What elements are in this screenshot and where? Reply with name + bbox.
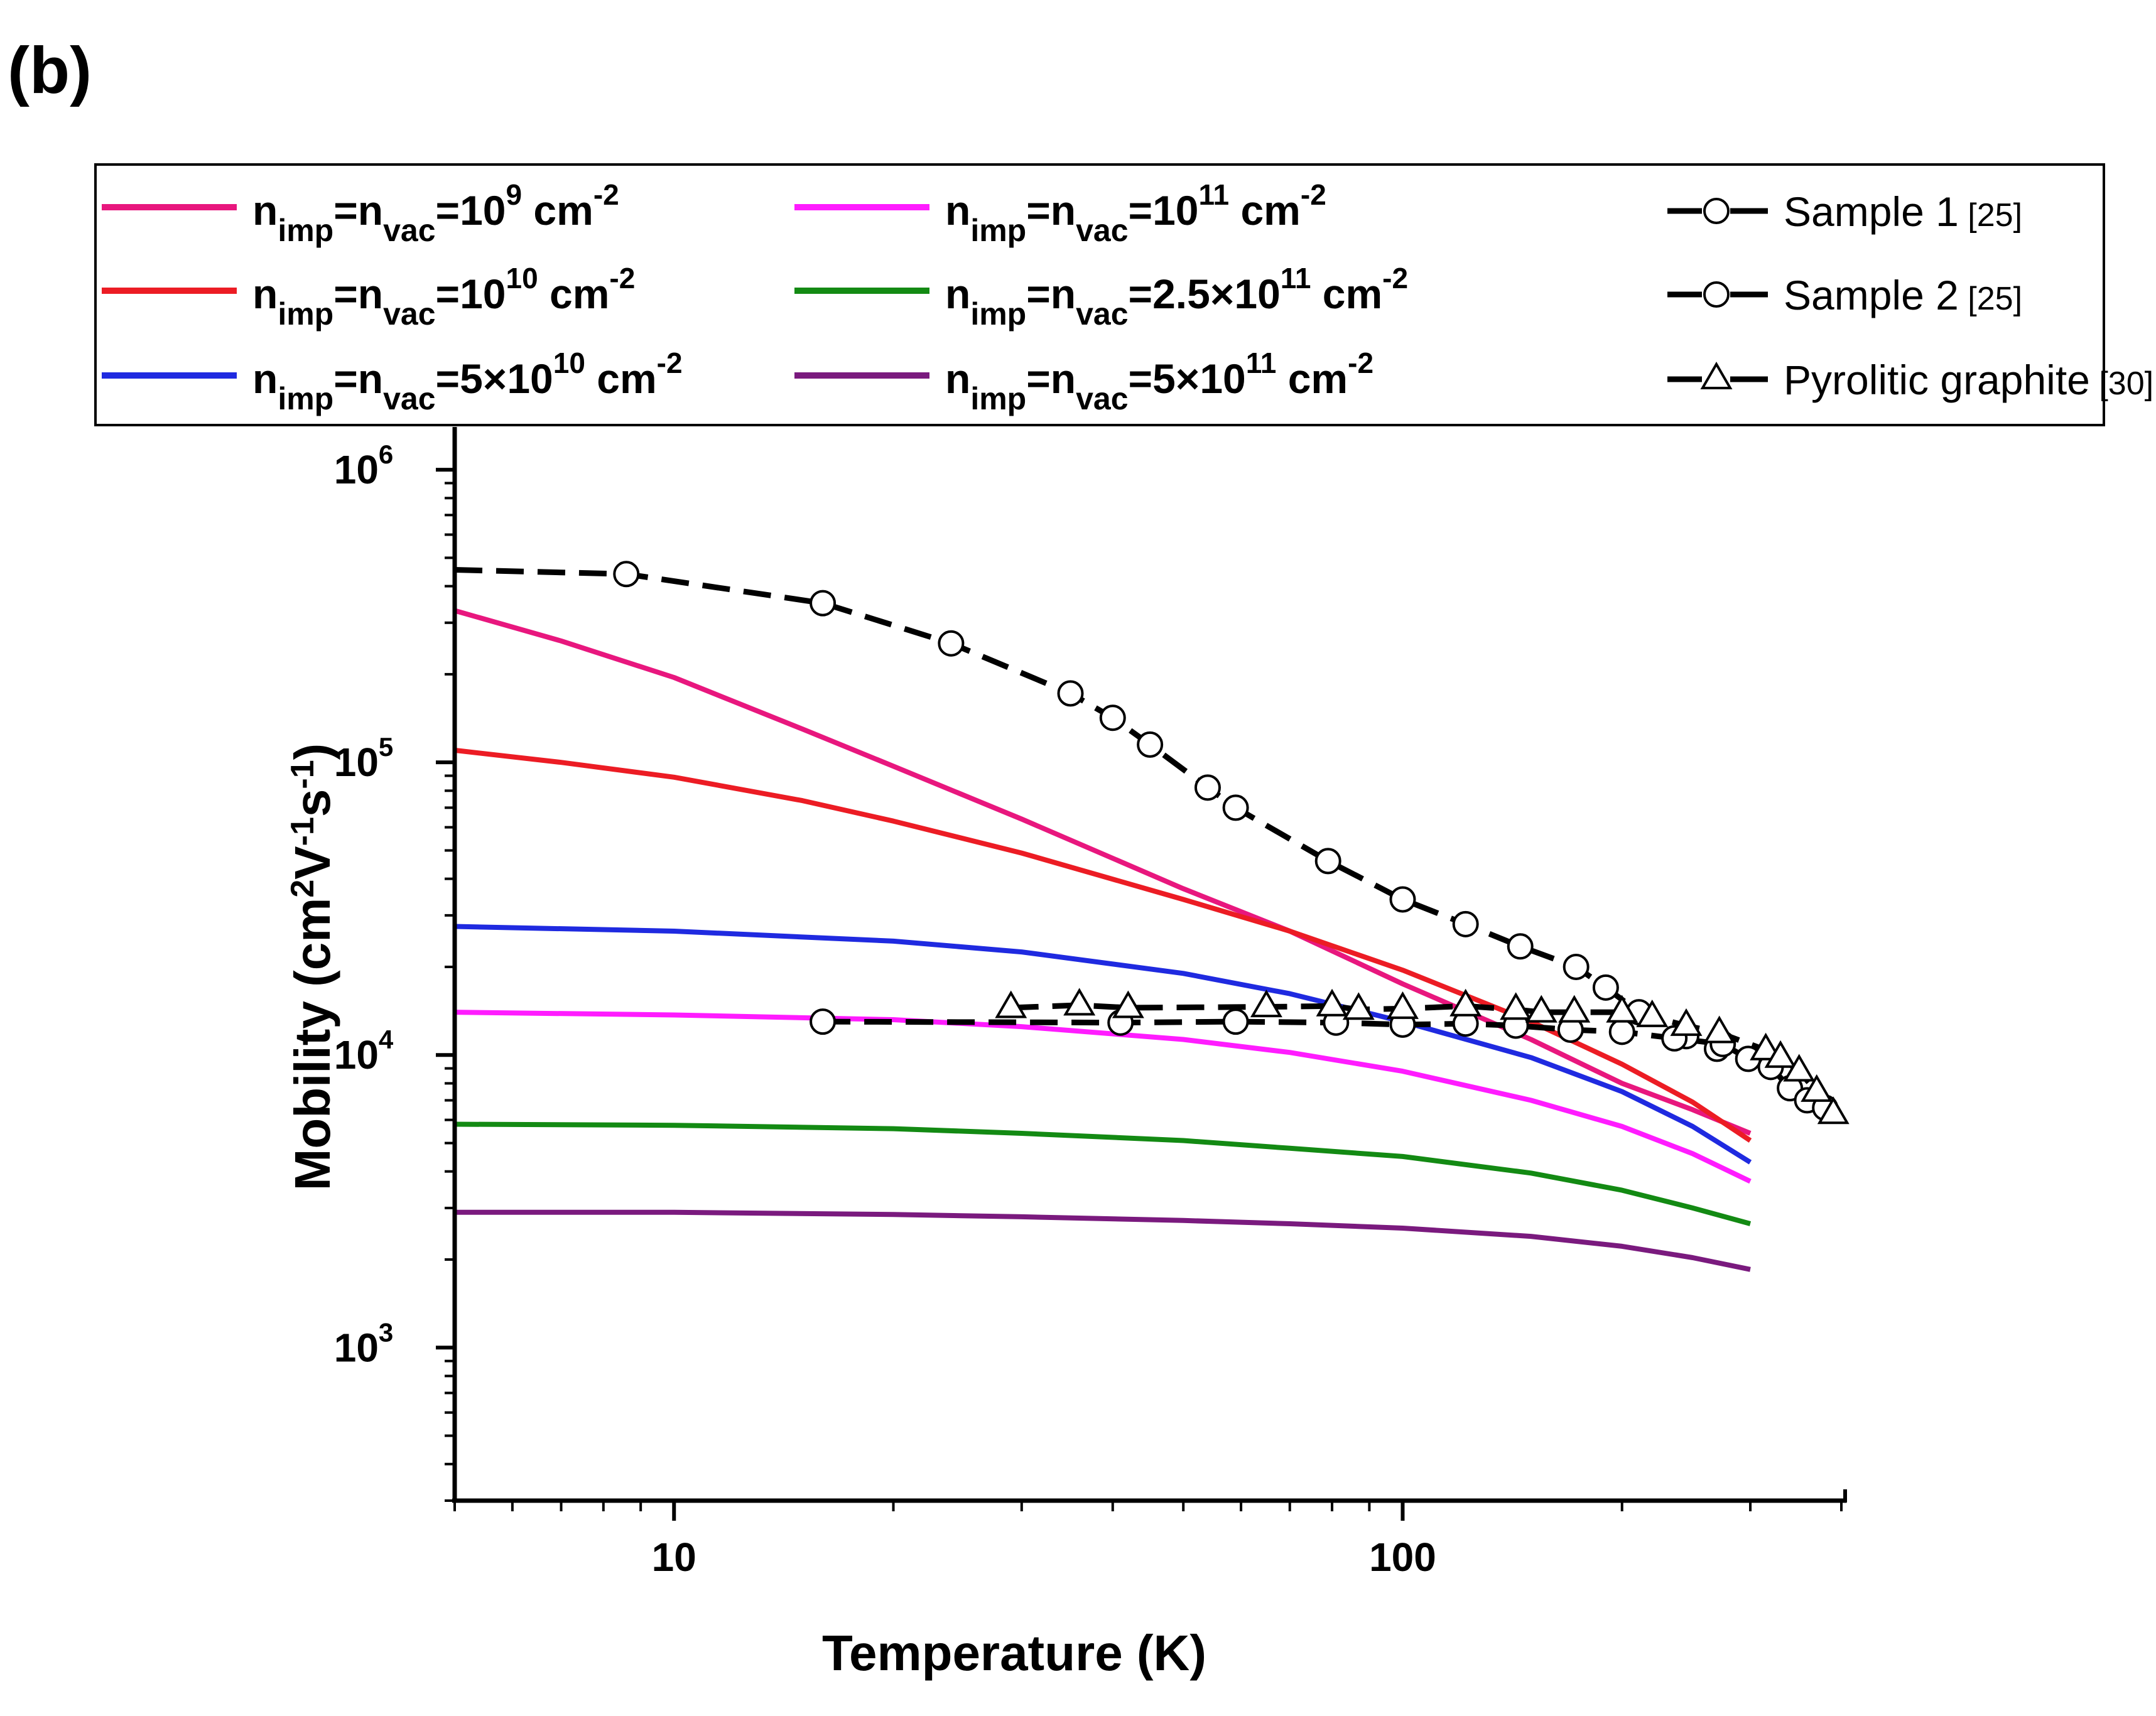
data-point-circle (1389, 886, 1416, 913)
data-point-triangle (1703, 1015, 1736, 1044)
data-point-circle (1563, 953, 1590, 980)
data-point-circle (1452, 910, 1479, 937)
legend-entry-7: Sample 1 [25] (1667, 188, 2022, 235)
data-point-triangle (1636, 999, 1669, 1027)
data-point-triangle (1112, 990, 1144, 1018)
legend-label: nimp=nvac=5×1010 cm-2 (252, 347, 683, 416)
data-point-circle (1608, 1018, 1635, 1045)
data-point-circle (1099, 704, 1126, 731)
series-line-6 (455, 1209, 1751, 1272)
series-line-2 (454, 747, 1752, 1143)
plot-area: 103 104 105 106 10 100 (334, 427, 1850, 1580)
data-point-circle (613, 561, 640, 588)
legend-entry-3: nimp=nvac=5×1010 cm-2 (102, 347, 683, 416)
data-point-triangle (1558, 995, 1591, 1023)
legend-entry-2: nimp=nvac=1010 cm-2 (102, 262, 635, 332)
data-point-triangle (1316, 988, 1348, 1017)
legend-marker-circle (1703, 198, 1730, 224)
y-tick-label: 106 (334, 440, 394, 492)
data-point-circle (1194, 774, 1221, 801)
y-tick-label: 104 (334, 1025, 394, 1077)
legend-entry-6: nimp=nvac=5×1011 cm-2 (794, 347, 1373, 416)
legend-label: Sample 1 [25] (1784, 188, 2022, 235)
series-line-7 (454, 567, 1718, 1052)
data-point-triangle (1783, 1054, 1816, 1082)
data-point-triangle (1500, 992, 1532, 1020)
legend-label: Sample 2 [25] (1784, 272, 2022, 318)
x-axis-title: Temperature (K) (822, 1625, 1206, 1681)
data-point-triangle (1817, 1096, 1850, 1125)
legend-label: nimp=nvac=1010 cm-2 (252, 262, 635, 332)
series-line-1 (453, 608, 1752, 1136)
data-point-triangle (1750, 1032, 1782, 1060)
data-point-circle (1137, 731, 1164, 758)
data-point-circle (1507, 933, 1534, 960)
legend-marker-triangle (1700, 362, 1733, 389)
legend-label: nimp=nvac=5×1011 cm-2 (945, 347, 1373, 416)
data-point-triangle (1606, 995, 1639, 1023)
legend-entry-9: Pyrolitic graphite [30] (1667, 357, 2153, 403)
data-point-circle (1057, 680, 1084, 707)
legend-label: Pyrolitic graphite [30] (1784, 357, 2153, 403)
x-tick-label: 10 (652, 1535, 696, 1580)
data-point-circle (810, 590, 837, 617)
panel-label: (b) (8, 34, 92, 107)
series-line-5 (454, 1121, 1752, 1226)
data-point-triangle (1063, 988, 1096, 1016)
y-tick-label: 103 (334, 1317, 394, 1370)
y-tick-label: 105 (334, 732, 394, 785)
series-line-4 (454, 1010, 1752, 1184)
data-point-circle (1222, 1008, 1249, 1035)
legend-label: nimp=nvac=109 cm-2 (252, 178, 619, 248)
data-point-triangle (1764, 1040, 1797, 1068)
data-point-triangle (1387, 991, 1419, 1019)
data-point-circle (810, 1008, 837, 1035)
legend-entry-8: Sample 2 [25] (1667, 272, 2022, 318)
legend-label: nimp=nvac=2.5×1011 cm-2 (945, 262, 1408, 332)
legend-label: nimp=nvac=1011 cm-2 (945, 178, 1326, 248)
data-point-triangle (1342, 992, 1375, 1020)
data-point-circle (1592, 974, 1619, 1001)
data-point-triangle (1670, 1008, 1703, 1036)
data-point-circle (1222, 794, 1249, 821)
data-point-triangle (1250, 990, 1282, 1018)
data-point-circle (1314, 848, 1341, 875)
data-point-circle (938, 630, 965, 657)
y-axis-title: Mobility (cm2V-1s-1) (284, 743, 340, 1191)
legend: nimp=nvac=109 cm-2 nimp=nvac=1011 cm-2 Sam… (94, 163, 2153, 426)
series-line-8 (823, 1018, 1826, 1111)
data-point-triangle (1525, 995, 1557, 1023)
legend-entry-1: nimp=nvac=109 cm-2 (102, 178, 619, 248)
series-line-9 (1010, 1002, 1836, 1116)
data-point-triangle (995, 990, 1027, 1018)
data-point-triangle (1449, 988, 1482, 1017)
legend-frame (94, 163, 2105, 426)
series-line-3 (454, 924, 1752, 1165)
legend-entry-5: nimp=nvac=2.5×1011 cm-2 (794, 262, 1408, 332)
legend-marker-circle (1703, 281, 1730, 308)
data-point-triangle (1801, 1074, 1833, 1102)
legend-entry-4: nimp=nvac=1011 cm-2 (794, 178, 1326, 248)
x-tick-label: 100 (1369, 1535, 1436, 1580)
